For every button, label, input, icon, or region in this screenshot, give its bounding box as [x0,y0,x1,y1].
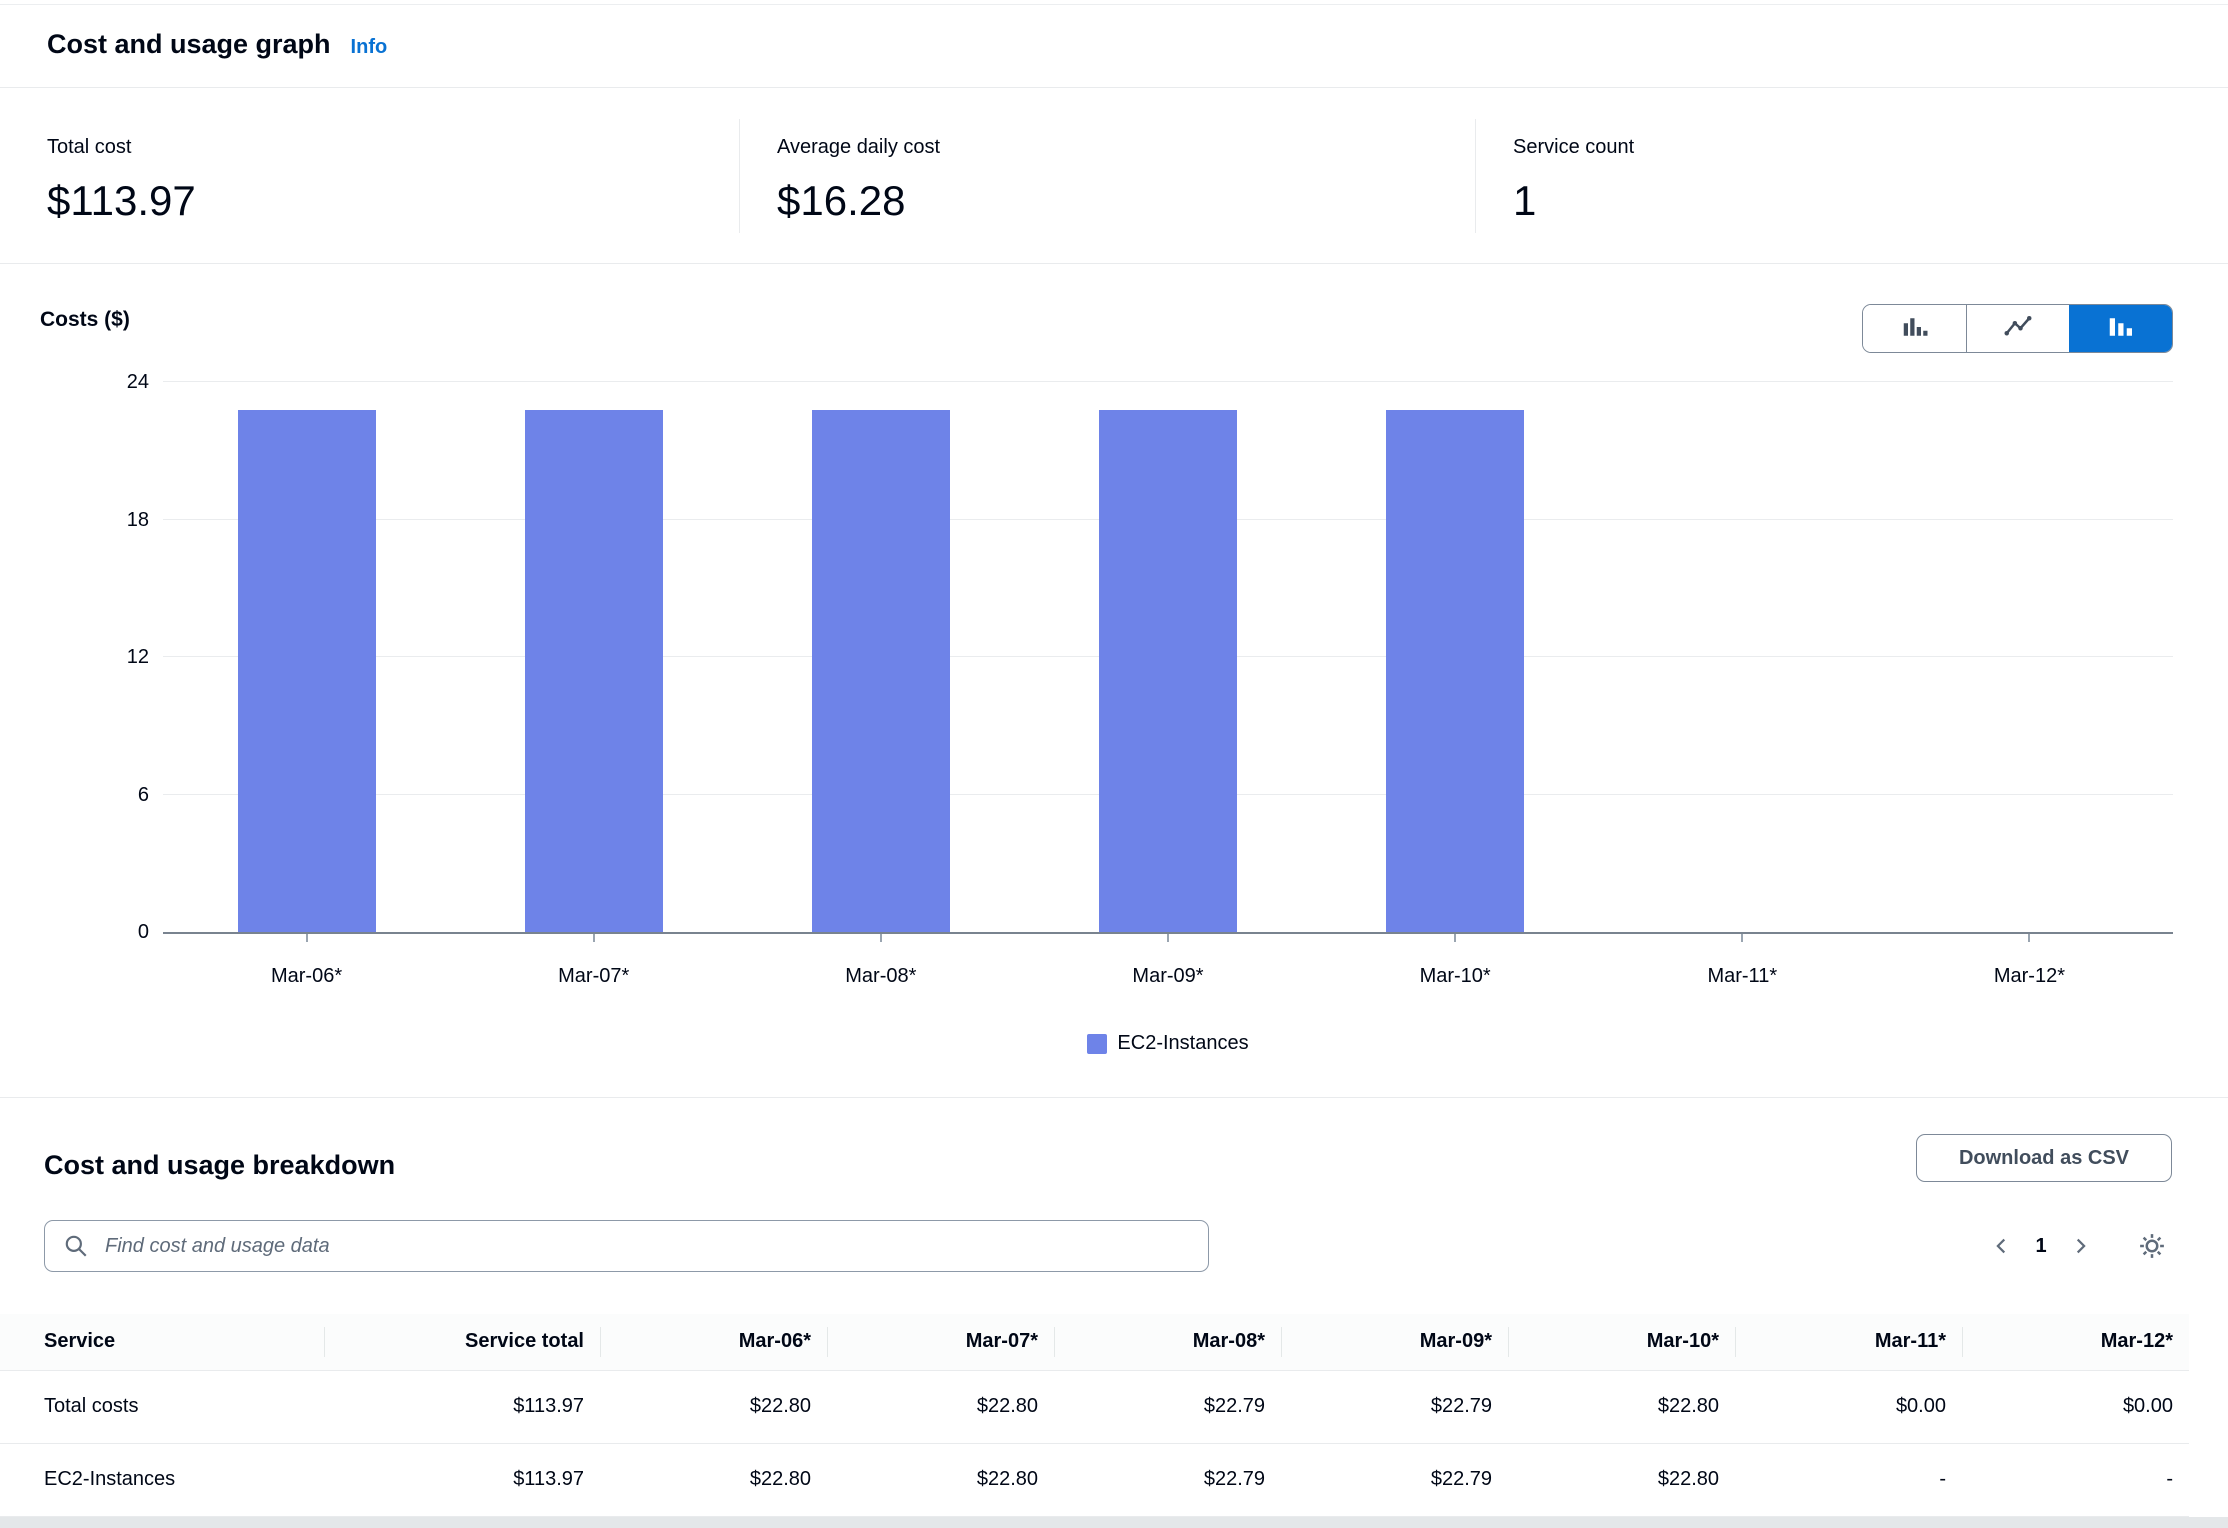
grouped-bar-chart-toggle-button[interactable] [1863,305,1966,352]
stat-average-daily-cost: Average daily cost $16.28 [739,89,1475,263]
table-cell: $22.80 [600,1443,827,1517]
x-axis-tick-label: Mar-06* [270,965,343,987]
stat-label: Total cost [47,136,132,158]
breakdown-title: Cost and usage breakdown [44,1150,396,1180]
chart-bar[interactable] [237,409,376,932]
column-header: Mar-12* [1962,1314,2189,1371]
table-cell: $22.79 [1054,1370,1281,1444]
chart-bar[interactable] [1099,409,1237,932]
chart-legend-item[interactable]: EC2-Instances [163,1032,2173,1055]
legend-swatch [1087,1033,1108,1054]
table-cell: $0.00 [1962,1370,2189,1444]
x-axis-tick [879,934,882,942]
table-cell: $0.00 [1735,1370,1962,1444]
table-cell: $22.79 [1281,1443,1508,1517]
horizontal-scrollbar[interactable] [0,1517,2228,1528]
stats-row: Total cost $113.97 Average daily cost $1… [0,89,2228,264]
page-title: Cost and usage graph [47,29,331,59]
table-header-row: Service Service total Mar-06* Mar-07* Mar-08… [0,1314,2189,1371]
column-header: Mar-06* [600,1314,827,1371]
table-cell: - [1735,1443,1962,1517]
chart-y-axis-title: Costs ($) [40,308,130,331]
y-axis-tick-label: 0 [137,921,149,943]
stat-service-count: Service count 1 [1475,89,2228,263]
chart-bar[interactable] [524,409,663,932]
top-divider [0,4,2228,5]
stat-value: $16.28 [777,177,906,224]
pagination: 1 [1982,1220,2172,1272]
download-csv-button[interactable]: Download as CSV [1915,1134,2172,1182]
x-axis-tick-label: Mar-11* [1707,965,1778,987]
chart-plot: 0 6 12 18 24 Mar-06* Mar-07* Mar-08* Mar-09* Mar-… [0,264,2228,1097]
search-box [44,1220,1209,1272]
column-header: Mar-09* [1281,1314,1508,1371]
x-axis-tick [1741,934,1744,942]
stat-total-cost: Total cost $113.97 [0,89,739,263]
chevron-left-icon [1991,1235,2013,1257]
previous-page-button[interactable] [1982,1226,2022,1266]
table-cell: $22.80 [827,1443,1054,1517]
stat-label: Service count [1513,136,1635,158]
column-header: Mar-10* [1508,1314,1735,1371]
x-axis-tick-label: Mar-07* [558,965,630,987]
cost-breakdown-table: Service Service total Mar-06* Mar-07* Mar-08… [0,1314,2189,1517]
stat-label: Average daily cost [777,136,941,158]
table-cell: Total costs [0,1370,324,1444]
table-cell: $22.79 [1281,1370,1508,1444]
legend-label: EC2-Instances [1117,1032,1249,1054]
line-chart-icon [2003,312,2033,345]
chart-section: 0 6 12 18 24 Mar-06* Mar-07* Mar-08* Mar-09* Mar-… [0,264,2228,1098]
gridline [163,381,2173,382]
table-row: EC2-Instances $113.97 $22.80 $22.80 $22.79 $2… [0,1443,2189,1517]
x-axis-tick [305,934,308,942]
chart-bar[interactable] [1386,409,1525,932]
search-input[interactable] [103,1233,1190,1259]
current-page-number[interactable]: 1 [2035,1234,2047,1257]
x-axis-tick-label: Mar-09* [1132,965,1204,987]
table-cell: $113.97 [324,1443,600,1517]
y-axis-tick-label: 18 [126,508,149,531]
stacked-bar-chart-toggle-button[interactable] [2069,305,2172,352]
y-axis-tick-label: 6 [137,783,149,806]
table-preferences-button[interactable] [2132,1226,2172,1266]
table-cell: $22.80 [1508,1443,1735,1517]
chevron-right-icon [2069,1235,2091,1257]
column-header: Mar-11* [1735,1314,1962,1371]
x-axis-tick [592,934,595,942]
search-icon [63,1233,89,1259]
y-axis-tick-label: 24 [126,371,149,393]
stacked-bar-chart-icon [2106,312,2136,345]
x-axis-tick [1167,934,1169,942]
x-axis-tick [2028,934,2031,942]
chart-type-toggle [1862,304,2173,353]
gear-icon [2137,1231,2167,1261]
x-axis-line [163,932,2173,934]
chart-bar[interactable] [811,409,950,932]
column-header: Service total [324,1314,600,1371]
y-axis-tick-label: 12 [126,646,149,668]
line-chart-toggle-button[interactable] [1966,305,2069,352]
x-axis-tick-label: Mar-10* [1419,965,1491,987]
table-cell: - [1962,1443,2189,1517]
stat-value: $113.97 [47,177,196,224]
column-header: Mar-07* [827,1314,1054,1371]
breakdown-section: Cost and usage breakdown Download as CSV… [0,1098,2228,1517]
x-axis-tick-label: Mar-12* [1993,965,2065,987]
stat-value: 1 [1513,177,1537,224]
x-axis-tick [1454,934,1457,942]
column-header: Mar-08* [1054,1314,1281,1371]
table-cell: $113.97 [324,1370,600,1444]
column-header: Service [0,1314,324,1371]
table-cell: $22.80 [827,1370,1054,1444]
table-cell: EC2-Instances [0,1443,324,1517]
table-cell: $22.79 [1054,1443,1281,1517]
info-link[interactable]: Info [350,36,388,58]
page-header: Cost and usage graph Info [0,5,2228,88]
table-cell: $22.80 [1508,1370,1735,1444]
x-axis-tick-label: Mar-08* [845,965,917,987]
table-row: Total costs $113.97 $22.80 $22.80 $22.79 $22.… [0,1370,2189,1444]
table-cell: $22.80 [600,1370,827,1444]
next-page-button[interactable] [2060,1226,2100,1266]
grouped-bar-chart-icon [1900,312,1930,345]
